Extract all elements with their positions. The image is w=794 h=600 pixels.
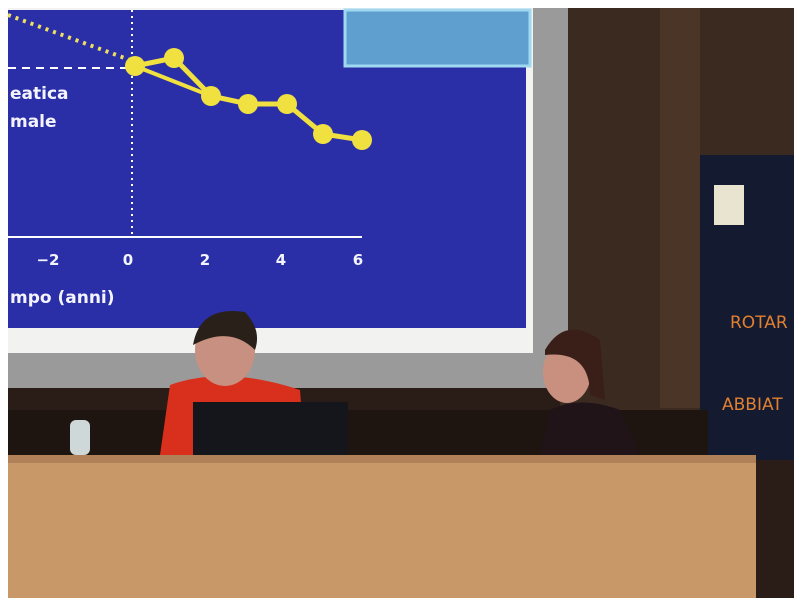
banner-sticker xyxy=(714,185,744,225)
slide-label: eatica xyxy=(10,84,69,104)
slide-tick: 0 xyxy=(123,251,133,269)
speaker-hair xyxy=(193,310,258,350)
banner-text: ROTAR xyxy=(730,313,788,333)
desk-edge xyxy=(8,455,756,463)
slide-label: male xyxy=(10,112,57,132)
slide-tick: 6 xyxy=(353,251,363,269)
person2-body xyxy=(540,402,640,455)
slide-points xyxy=(125,48,372,150)
desk xyxy=(8,455,756,598)
banner-text: ABBIAT xyxy=(722,395,783,415)
water-bottle xyxy=(70,420,90,455)
wood-pilaster xyxy=(660,8,700,408)
laptop xyxy=(193,402,348,455)
slide-inset-image xyxy=(343,8,532,68)
slide-tick: −2 xyxy=(36,251,59,269)
dotted-line xyxy=(7,13,131,62)
slide-axis-title: mpo (anni) xyxy=(10,288,115,308)
slide-tick: 4 xyxy=(276,251,286,269)
person2-hair xyxy=(545,329,605,400)
slide-curve-segment xyxy=(134,64,212,98)
slide-tick: 2 xyxy=(200,251,210,269)
